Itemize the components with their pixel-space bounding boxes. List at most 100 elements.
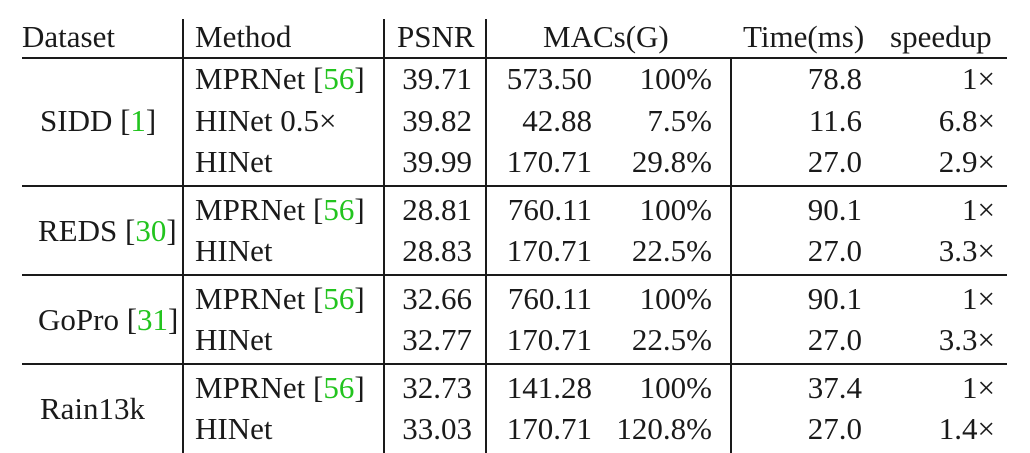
macs-percent-cell-text: 120.8% — [616, 411, 712, 446]
speedup-cell-text: 3.3× — [938, 322, 995, 357]
macs-cell-text: 760.11 — [507, 191, 592, 227]
macs-cell-text: 760.11 — [507, 280, 592, 316]
method-cell-citation-link[interactable]: 56 — [323, 191, 355, 227]
method-cell: MPRNet [56] — [195, 369, 365, 405]
method-cell-text: HINet — [195, 233, 273, 268]
time-cell: 27.0 — [808, 409, 862, 449]
method-cell: HINet — [195, 142, 272, 182]
macs-percent-cell: 29.8% — [632, 142, 712, 182]
time-cell-text: 90.1 — [807, 191, 862, 227]
dataset-label: GoPro [31] — [38, 302, 179, 337]
dataset-label-citation-link[interactable]: 30 — [135, 213, 167, 248]
header-separator — [22, 57, 1007, 59]
macs-cell-text: 170.71 — [506, 144, 592, 179]
macs-cell-text: 170.71 — [506, 411, 592, 446]
time-cell: 90.1 — [808, 279, 862, 319]
time-cell-text: 11.6 — [808, 102, 862, 138]
speedup-cell: 2.9× — [939, 142, 995, 182]
psnr-cell: 39.82 — [402, 101, 472, 141]
macs-percent-cell-text: 100% — [639, 280, 712, 316]
macs-cell-text: 170.71 — [506, 322, 592, 357]
time-cell-text: 27.0 — [807, 411, 862, 446]
method-cell-text: MPRNet — [195, 280, 306, 316]
macs-percent-cell: 100% — [640, 279, 712, 319]
macs-percent-cell-text: 100% — [639, 61, 712, 96]
header-method: Method — [195, 19, 292, 54]
method-cell: MPRNet [56] — [195, 280, 365, 316]
method-cell-text: HINet — [195, 322, 273, 357]
macs-percent-cell: 100% — [640, 368, 712, 408]
psnr-cell: 39.99 — [402, 142, 472, 182]
psnr-cell: 39.71 — [402, 59, 472, 99]
psnr-cell-text: 39.71 — [402, 61, 472, 96]
time-cell: 27.0 — [808, 142, 862, 182]
method-cell-citation-link[interactable]: 56 — [323, 369, 355, 405]
psnr-cell-text: 32.77 — [402, 322, 472, 357]
macs-percent-cell-text: 29.8% — [631, 144, 712, 179]
dataset-label-citation-link[interactable]: 1 — [130, 103, 146, 139]
macs-cell-text: 170.71 — [506, 233, 592, 268]
header-speedup: speedup — [890, 19, 992, 54]
speedup-cell-text: 1× — [962, 280, 995, 316]
psnr-cell: 28.81 — [402, 190, 472, 230]
macs-cell: 170.71 — [507, 231, 592, 271]
time-cell: 27.0 — [808, 320, 862, 360]
method-cell: HINet — [195, 409, 272, 449]
macs-percent-cell-text: 7.5% — [647, 102, 712, 138]
time-cell: 37.4 — [808, 368, 862, 408]
speedup-cell: 3.3× — [939, 320, 995, 360]
speedup-cell: 1× — [962, 279, 995, 319]
dataset-label-text: REDS — [38, 213, 118, 248]
method-cell-text: MPRNet — [195, 191, 306, 227]
macs-cell: 573.50 — [507, 59, 592, 99]
group-separator — [22, 362, 1007, 365]
macs-percent-cell-text: 100% — [639, 191, 712, 227]
macs-cell: 170.71 — [507, 409, 592, 449]
psnr-cell: 32.66 — [402, 279, 472, 319]
psnr-cell-text: 33.03 — [402, 411, 472, 446]
macs-cell: 170.71 — [507, 320, 592, 360]
dataset-label: REDS [30] — [38, 213, 177, 248]
column-rule-psnr — [485, 19, 487, 453]
macs-cell-text: 141.28 — [506, 369, 592, 405]
macs-cell: 760.11 — [508, 190, 592, 230]
time-cell: 78.8 — [808, 59, 862, 99]
method-cell-citation-link[interactable]: 56 — [323, 280, 355, 316]
method-cell-citation-link[interactable]: 56 — [323, 61, 355, 96]
macs-percent-cell: 100% — [640, 190, 712, 230]
header-time: Time(ms) — [743, 19, 865, 54]
macs-cell: 760.11 — [508, 279, 592, 319]
method-cell-text: HINet — [195, 144, 273, 179]
macs-cell: 170.71 — [507, 142, 592, 182]
time-cell-text: 90.1 — [807, 280, 862, 316]
macs-percent-cell: 120.8% — [616, 409, 712, 449]
method-cell-text: MPRNet — [195, 369, 306, 405]
time-cell: 27.0 — [808, 231, 862, 271]
psnr-cell-text: 32.66 — [402, 280, 472, 316]
speedup-cell: 1× — [962, 190, 995, 230]
column-rule-method — [383, 19, 385, 453]
header-psnr: PSNR — [397, 19, 475, 54]
psnr-cell: 28.83 — [402, 231, 472, 271]
time-cell-text: 27.0 — [807, 144, 862, 179]
macs-cell: 42.88 — [522, 101, 592, 141]
speedup-cell: 1× — [962, 368, 995, 408]
macs-percent-cell: 22.5% — [632, 320, 712, 360]
dataset-label-text: SIDD — [40, 103, 113, 139]
dataset-label-citation-link[interactable]: 31 — [137, 302, 169, 337]
speedup-cell-text: 3.3× — [938, 233, 995, 268]
speedup-cell-text: 1× — [962, 369, 995, 405]
time-cell-text: 37.4 — [807, 369, 862, 405]
psnr-cell-text: 28.81 — [402, 191, 472, 227]
dataset-label-text: GoPro — [38, 302, 119, 337]
macs-percent-cell: 22.5% — [632, 231, 712, 271]
psnr-cell: 32.73 — [402, 368, 472, 408]
time-cell: 11.6 — [809, 101, 862, 141]
dataset-label-text: Rain13k — [40, 391, 146, 426]
time-cell-text: 78.8 — [807, 61, 862, 96]
column-rule-dataset — [182, 19, 184, 453]
method-cell: MPRNet [56] — [195, 191, 365, 227]
speedup-cell-text: 6.8× — [938, 102, 995, 138]
method-cell: HINet 0.5× — [195, 101, 336, 141]
time-cell: 90.1 — [808, 190, 862, 230]
